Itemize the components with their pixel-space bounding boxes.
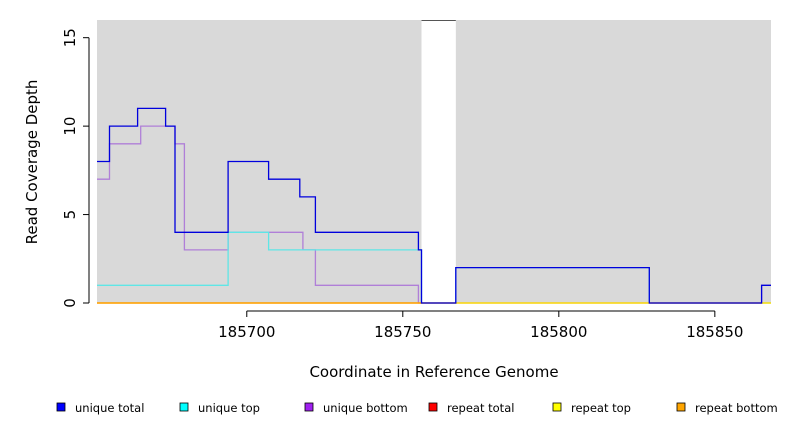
legend-label: unique top xyxy=(198,401,260,415)
gap-regions xyxy=(421,20,456,303)
y-tick-label: 0 xyxy=(61,298,79,308)
y-tick-label: 15 xyxy=(61,28,79,47)
x-tick-label: 185700 xyxy=(218,323,275,341)
series-unique-total xyxy=(97,107,771,304)
legend-swatch xyxy=(428,402,438,412)
series-lines xyxy=(97,107,771,304)
x-tick-label: 185850 xyxy=(686,323,743,341)
legend-label: repeat total xyxy=(447,401,514,415)
x-axis-label: Coordinate in Reference Genome xyxy=(309,363,558,381)
x-tick-label: 185750 xyxy=(374,323,431,341)
legend-label: unique bottom xyxy=(323,401,408,415)
y-tick-label: 10 xyxy=(61,117,79,136)
legend-swatch xyxy=(179,402,189,412)
legend-label: repeat bottom xyxy=(695,401,778,415)
legend: unique total unique top unique bottom repea… xyxy=(56,401,778,415)
y-axis: 0 5 10 15 xyxy=(61,28,90,308)
legend-swatch xyxy=(552,402,562,412)
x-tick-label: 185800 xyxy=(530,323,587,341)
gap-region xyxy=(421,20,456,303)
legend-label: unique total xyxy=(75,401,144,415)
x-axis: 185700 185750 185800 185850 xyxy=(218,310,743,341)
legend-swatch xyxy=(304,402,314,412)
legend-swatch xyxy=(676,402,686,412)
y-axis-label: Read Coverage Depth xyxy=(23,80,41,245)
y-tick-label: 5 xyxy=(61,210,79,220)
legend-swatch xyxy=(56,402,66,412)
legend-label: repeat top xyxy=(571,401,631,415)
